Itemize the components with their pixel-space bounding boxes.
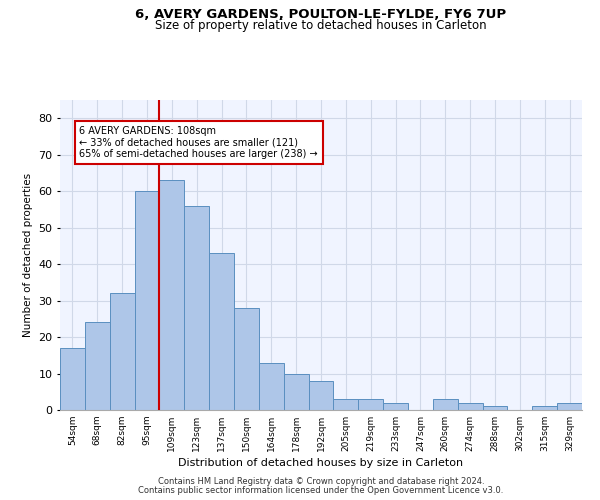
Bar [334,399,358,410]
Bar [358,399,383,410]
Bar [259,362,284,410]
Bar [383,402,408,410]
Bar [482,406,508,410]
Text: 6 AVERY GARDENS: 108sqm
← 33% of detached houses are smaller (121)
65% of semi-d: 6 AVERY GARDENS: 108sqm ← 33% of detache… [79,126,318,158]
Bar [308,381,334,410]
Bar [234,308,259,410]
Text: Contains HM Land Registry data © Crown copyright and database right 2024.: Contains HM Land Registry data © Crown c… [158,478,484,486]
Bar [160,180,184,410]
Bar [433,399,458,410]
Y-axis label: Number of detached properties: Number of detached properties [23,173,32,337]
Text: Contains public sector information licensed under the Open Government Licence v3: Contains public sector information licen… [139,486,503,495]
Bar [458,402,482,410]
Bar [60,348,85,410]
Bar [532,406,557,410]
Bar [184,206,209,410]
Text: Distribution of detached houses by size in Carleton: Distribution of detached houses by size … [178,458,464,468]
Bar [85,322,110,410]
Text: Size of property relative to detached houses in Carleton: Size of property relative to detached ho… [155,18,487,32]
Bar [110,294,134,410]
Bar [209,253,234,410]
Bar [134,191,160,410]
Text: 6, AVERY GARDENS, POULTON-LE-FYLDE, FY6 7UP: 6, AVERY GARDENS, POULTON-LE-FYLDE, FY6 … [136,8,506,20]
Bar [557,402,582,410]
Bar [284,374,308,410]
